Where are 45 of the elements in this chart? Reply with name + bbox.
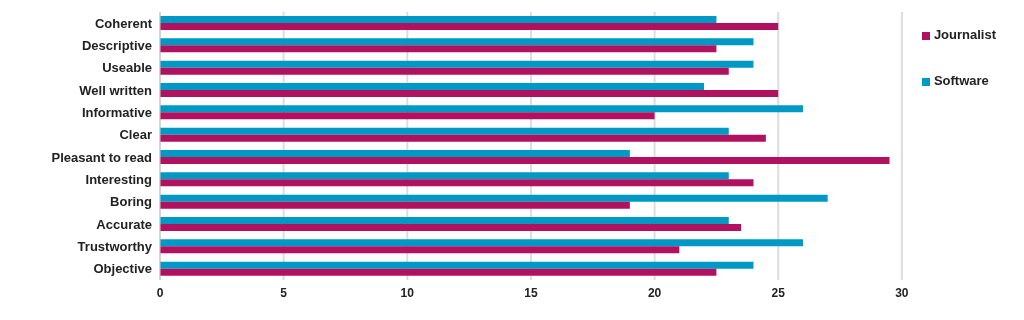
bar bbox=[160, 105, 803, 113]
bar bbox=[160, 201, 630, 209]
y-tick-label: Well written bbox=[79, 82, 153, 98]
bar bbox=[160, 268, 717, 276]
legend-label: Journalist bbox=[933, 27, 996, 42]
bar bbox=[160, 90, 779, 97]
bar bbox=[160, 127, 729, 135]
y-tick-label: Accurate bbox=[96, 216, 152, 232]
y-tick-label: Trustworthy bbox=[77, 239, 153, 255]
bar bbox=[160, 224, 742, 231]
bar bbox=[160, 239, 803, 247]
x-tick-label: 0 bbox=[156, 285, 164, 300]
bar bbox=[160, 60, 754, 68]
bar bbox=[160, 217, 729, 224]
y-tick-label: Descriptive bbox=[81, 38, 152, 54]
legend-label: Software bbox=[933, 73, 989, 88]
x-tick-label: 25 bbox=[771, 285, 786, 300]
bar bbox=[160, 194, 828, 202]
bar bbox=[160, 246, 680, 254]
bar bbox=[160, 38, 754, 46]
x-tick-label: 15 bbox=[524, 285, 538, 300]
x-tick-label: 30 bbox=[895, 285, 909, 300]
bar bbox=[160, 83, 705, 90]
bar bbox=[160, 23, 779, 30]
bar bbox=[160, 172, 729, 180]
y-tick-label: Useable bbox=[102, 60, 152, 76]
bar bbox=[160, 157, 890, 164]
bar bbox=[160, 112, 655, 120]
y-tick-label: Coherent bbox=[94, 15, 153, 31]
y-tick-label: Clear bbox=[119, 127, 152, 143]
bar bbox=[160, 179, 754, 187]
x-tick-label: 20 bbox=[647, 285, 662, 300]
x-tick-label: 5 bbox=[280, 285, 288, 300]
bar bbox=[160, 16, 717, 23]
bar bbox=[160, 150, 630, 157]
bar bbox=[160, 67, 729, 75]
y-tick-label: Boring bbox=[110, 194, 153, 210]
y-tick-label: Interesting bbox=[85, 172, 153, 188]
y-tick-label: Informative bbox=[81, 105, 152, 121]
y-tick-label: Objective bbox=[93, 261, 152, 277]
bar bbox=[160, 134, 766, 142]
bar bbox=[160, 261, 754, 269]
y-tick-label: Pleasant to read bbox=[51, 149, 153, 165]
bar bbox=[160, 45, 717, 53]
x-tick-label: 10 bbox=[400, 285, 415, 300]
